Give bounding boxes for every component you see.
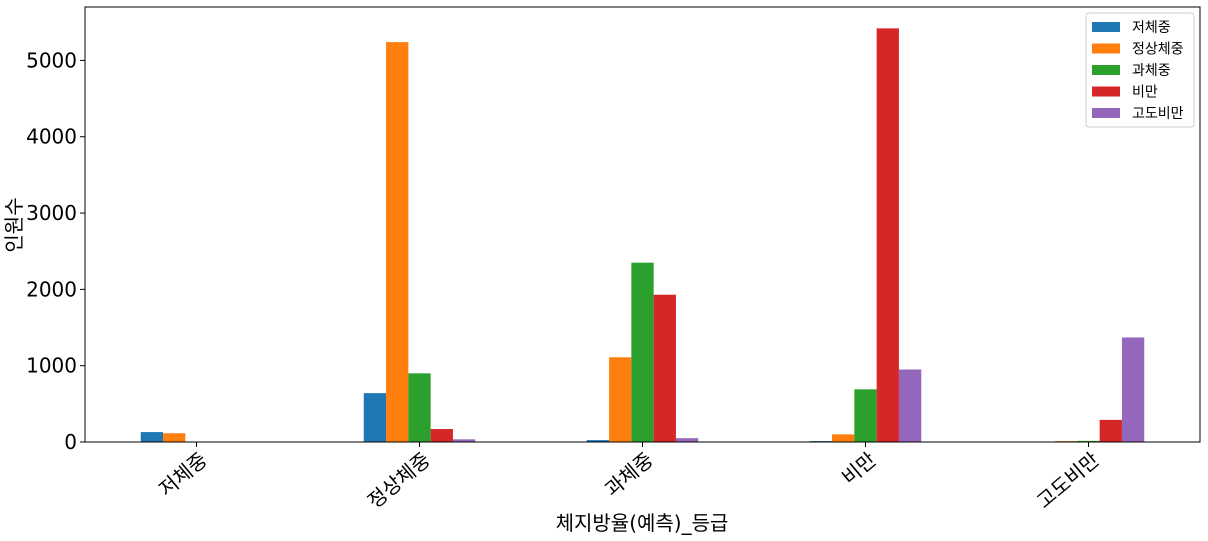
x-axis-label: 체지방율(예측)_등급	[556, 511, 729, 535]
bar-2-3	[609, 357, 632, 442]
legend-swatch-2	[1092, 43, 1120, 54]
legend-label-2: 정상체중	[1132, 42, 1184, 58]
y-tick-label: 4000	[26, 125, 77, 149]
legend-box	[1085, 12, 1195, 128]
bar-5-3	[675, 438, 699, 442]
bar-3-4	[854, 389, 877, 442]
legend-swatch-4	[1092, 86, 1120, 97]
bar-4-2	[430, 429, 453, 442]
y-tick-label: 3000	[26, 201, 77, 225]
bar-3-2	[408, 373, 431, 442]
y-tick-label: 2000	[26, 277, 77, 301]
legend-swatch-3	[1092, 65, 1120, 75]
bar-2-2	[386, 42, 409, 443]
legend-label-3: 과체중	[1132, 63, 1171, 79]
bar-5-5	[1121, 337, 1145, 442]
legend-swatch-5	[1092, 108, 1120, 118]
bar-1-2	[363, 393, 387, 442]
y-tick-label: 5000	[26, 48, 77, 72]
legend-swatch-1	[1092, 22, 1120, 32]
y-axis: 0 1000 2000 3000 4000 5000	[26, 48, 85, 454]
bar-4-3	[653, 294, 676, 442]
bar-3-3	[631, 262, 654, 442]
y-axis-label: 인원수	[2, 197, 26, 252]
bar-5-4	[898, 369, 922, 442]
y-tick-label: 0	[64, 430, 77, 454]
bar-1-3	[586, 440, 610, 442]
y-tick-label: 1000	[26, 354, 77, 378]
bar-3-5	[1077, 440, 1100, 442]
bars-group	[140, 28, 1145, 443]
bar-4-4	[876, 28, 899, 443]
legend-label-4: 비만	[1132, 85, 1158, 101]
bar-2-4	[832, 434, 855, 442]
bar-5-2	[452, 439, 476, 442]
legend-label-1: 저체중	[1132, 20, 1171, 36]
legend-label-5: 고도비만	[1132, 106, 1184, 122]
bar-4-5	[1099, 419, 1122, 442]
bar-2-1	[163, 433, 186, 442]
bar-1-1	[140, 432, 164, 442]
